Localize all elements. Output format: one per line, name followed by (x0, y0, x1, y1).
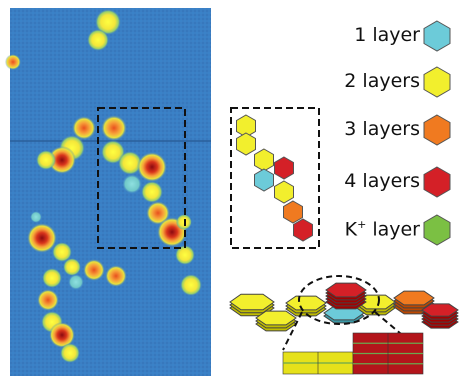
legend-swatch-4-layers-icon (423, 166, 451, 198)
afm-blob (27, 223, 57, 253)
schematic-hexagon (274, 156, 294, 180)
layer-prism-3 (393, 290, 435, 306)
region-of-interest-box (97, 107, 186, 249)
afm-blob (83, 259, 105, 281)
afm-blob (36, 150, 56, 170)
schematic-hexagon (274, 180, 294, 204)
afm-blob (5, 54, 21, 70)
legend-label-2-layers: 2 layers (344, 70, 420, 92)
afm-blob (95, 9, 121, 35)
schematic-hexagon (254, 148, 274, 172)
hexagon-schematic (230, 107, 320, 249)
afm-blob (49, 322, 75, 348)
afm-blob (101, 140, 125, 164)
schematic-hexagon (283, 200, 303, 224)
afm-blob (141, 181, 163, 203)
afm-blob (42, 268, 62, 288)
legend-label-k-layer: K+ layer (344, 218, 420, 241)
afm-blob (72, 116, 96, 140)
legend-swatch-2-layers-icon (423, 66, 451, 98)
afm-blob (63, 258, 81, 276)
legend-label-3-layers: 3 layers (344, 118, 420, 140)
schematic-hexagon (254, 168, 274, 192)
legend-swatches (423, 20, 451, 246)
zoom-connector (282, 311, 303, 351)
afm-blob (105, 265, 127, 287)
schematic-hexagon (293, 218, 313, 242)
layer-prism-2 (255, 310, 297, 326)
afm-blob (30, 211, 42, 223)
afm-image (5, 8, 211, 376)
afm-blob (180, 274, 202, 296)
legend-swatch-k-layer-icon (423, 214, 451, 246)
schematic-hexagon (236, 132, 256, 156)
afm-blob (48, 146, 76, 174)
afm-blob (52, 242, 72, 262)
layer-prism-4 (421, 303, 459, 317)
afm-background (10, 8, 211, 376)
afm-blob (175, 245, 195, 265)
layer-stack-schematic (229, 275, 459, 375)
afm-blob (37, 289, 59, 311)
zoom-ellipse (298, 275, 380, 325)
afm-blob (101, 115, 127, 141)
afm-blob (137, 152, 167, 182)
layer-prism-4 (325, 282, 367, 298)
afm-blob (60, 343, 80, 363)
afm-blob (122, 174, 142, 194)
layer-prism-2 (285, 295, 327, 311)
legend-label-1-layer: 1 layer (354, 24, 420, 46)
afm-blob (68, 274, 84, 290)
legend-swatch-1-layer-icon (423, 20, 451, 52)
afm-blob (146, 201, 170, 225)
legend-label-4-layers: 4 layers (344, 170, 420, 192)
layer-prism-2 (229, 293, 275, 311)
afm-blob (118, 151, 142, 175)
legend-swatch-3-layers-icon (423, 114, 451, 146)
afm-blob (87, 29, 109, 51)
